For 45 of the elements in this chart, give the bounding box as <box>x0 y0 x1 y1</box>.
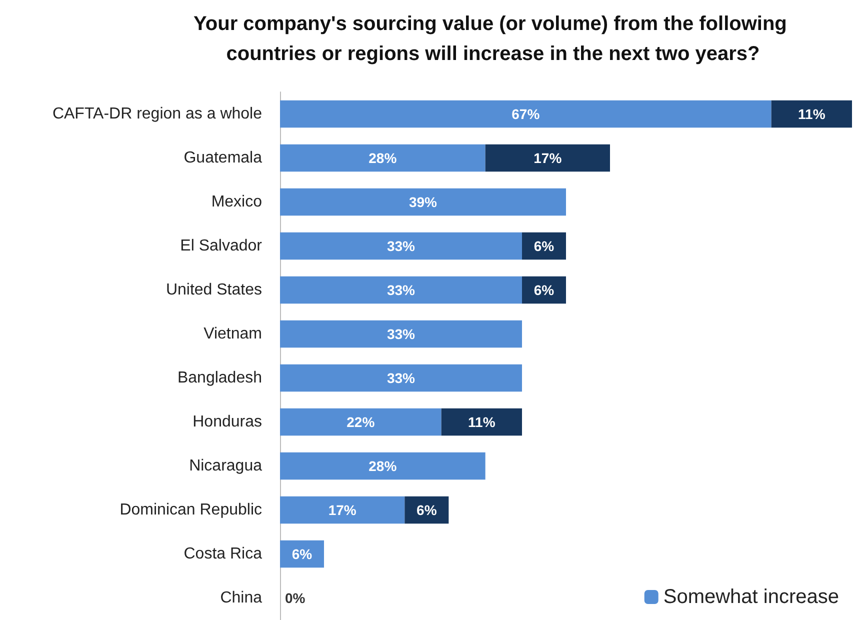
data-label: 22% <box>346 414 376 430</box>
y-tick-label: Nicaragua <box>189 458 262 474</box>
data-label: 6% <box>534 282 555 298</box>
y-tick-label: United States <box>166 282 262 298</box>
data-label: 0% <box>285 590 306 606</box>
legend-label: Somewhat increase <box>663 586 840 608</box>
data-label: 6% <box>416 502 438 518</box>
bar <box>441 408 522 436</box>
y-tick-label: Dominican Republic <box>120 502 262 518</box>
y-tick-label: Bangladesh <box>177 370 262 386</box>
y-tick-label: Mexico <box>211 194 262 210</box>
bar <box>280 232 522 260</box>
data-label: 6% <box>292 546 313 562</box>
y-tick-label: China <box>220 590 262 606</box>
bar <box>485 144 610 172</box>
bar <box>280 496 405 524</box>
bar <box>280 452 486 480</box>
data-label: 17% <box>534 150 562 166</box>
y-tick-label: Costa Rica <box>184 546 262 562</box>
bar <box>771 100 852 128</box>
data-label: 17% <box>328 502 357 518</box>
data-label: 28% <box>368 150 398 166</box>
bar <box>280 188 566 216</box>
bar <box>280 276 522 304</box>
data-label: 11% <box>798 106 826 122</box>
data-label: 28% <box>368 458 398 474</box>
bar <box>280 100 772 128</box>
data-label: 39% <box>408 194 438 210</box>
y-tick-label: CAFTA-DR region as a whole <box>52 106 262 122</box>
data-label: 67% <box>512 106 540 122</box>
bar <box>280 320 522 348</box>
y-tick-label: Vietnam <box>204 326 262 342</box>
data-label: 33% <box>386 238 416 254</box>
data-label: 11% <box>468 414 496 430</box>
y-tick-label: El Salvador <box>180 238 263 254</box>
bar <box>280 144 486 172</box>
y-tick-label: Guatemala <box>184 150 262 166</box>
data-label: 6% <box>534 238 555 254</box>
data-label: 33% <box>386 370 416 386</box>
data-label: 33% <box>386 282 416 298</box>
chart-title: Your company's sourcing value (or volume) from the following countries or regions will increase in the next two years? <box>194 13 792 65</box>
bar <box>280 364 522 392</box>
bar <box>280 408 442 436</box>
y-tick-label: Honduras <box>192 414 262 430</box>
data-label: 33% <box>386 326 416 342</box>
